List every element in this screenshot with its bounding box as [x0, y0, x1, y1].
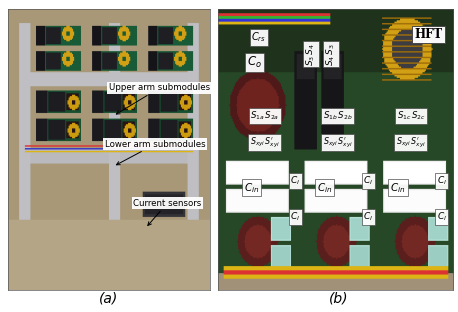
- Text: $C_l$: $C_l$: [364, 174, 374, 187]
- Text: $C_o$: $C_o$: [247, 55, 262, 70]
- Text: $S_{xyi}\,S_{xyi}'$: $S_{xyi}\,S_{xyi}'$: [396, 136, 426, 150]
- Text: $C_l$: $C_l$: [436, 211, 447, 223]
- Text: $C_l$: $C_l$: [290, 211, 300, 223]
- Text: Lower arm submodules: Lower arm submodules: [105, 140, 206, 165]
- Text: $C_{in}$: $C_{in}$: [390, 181, 406, 195]
- Text: $S_4\,S_3$: $S_4\,S_3$: [325, 43, 337, 66]
- Text: $S_{1b}\,S_{2b}$: $S_{1b}\,S_{2b}$: [323, 110, 353, 122]
- Text: $C_{rs}$: $C_{rs}$: [251, 31, 266, 44]
- Text: Current sensors: Current sensors: [133, 199, 202, 226]
- Text: $S_{1a}\,S_{2a}$: $S_{1a}\,S_{2a}$: [250, 110, 279, 122]
- Text: $C_l$: $C_l$: [364, 211, 374, 223]
- Text: $S_{xyi}\,S_{xyi}'$: $S_{xyi}\,S_{xyi}'$: [323, 136, 353, 150]
- Text: (b): (b): [329, 291, 349, 305]
- Text: $C_l$: $C_l$: [436, 174, 447, 187]
- Text: $S_{1c}\,S_{2c}$: $S_{1c}\,S_{2c}$: [397, 110, 425, 122]
- Text: $C_{in}$: $C_{in}$: [244, 181, 259, 195]
- Text: HFT: HFT: [414, 28, 443, 41]
- Text: Upper arm submodules: Upper arm submodules: [109, 84, 210, 114]
- Text: $S_{xyi}\,S_{xyi}'$: $S_{xyi}\,S_{xyi}'$: [250, 136, 280, 150]
- Text: $S_3\,S_4$: $S_3\,S_4$: [305, 43, 317, 66]
- Text: $C_l$: $C_l$: [290, 174, 300, 187]
- Text: $C_{in}$: $C_{in}$: [317, 181, 333, 195]
- Text: (a): (a): [99, 291, 118, 305]
